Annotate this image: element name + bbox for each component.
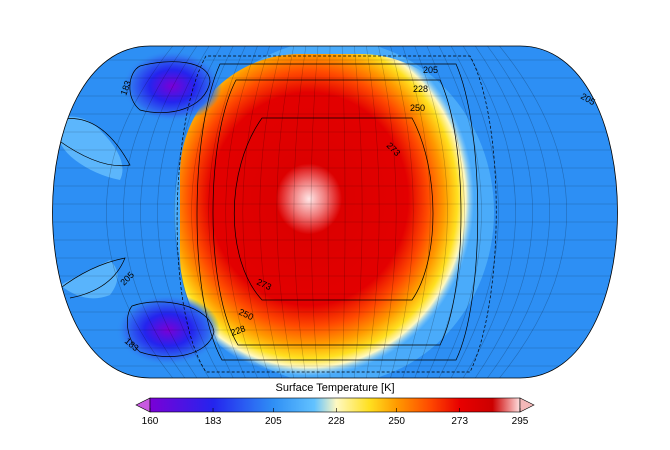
- contour-label: 228: [413, 84, 428, 94]
- meridian: [293, 46, 307, 378]
- colorbar-tick-label: 205: [265, 416, 282, 427]
- colorbar-title: Surface Temperature [K]: [275, 382, 395, 394]
- colorbar-tick-label: 160: [142, 416, 159, 427]
- cold-spot-south: [116, 294, 220, 366]
- colorbar-tick-label: 183: [205, 416, 222, 427]
- contour-label: 250: [410, 103, 425, 113]
- meridian: [414, 46, 448, 378]
- meridian: [123, 46, 186, 378]
- cold-spot-north: [122, 50, 222, 122]
- colorbar-tick-label: 273: [451, 416, 468, 427]
- meridian: [242, 46, 270, 378]
- meridian: [259, 46, 282, 378]
- meridian: [438, 46, 482, 378]
- light-patch: [55, 116, 123, 180]
- light-patch: [60, 260, 118, 299]
- meridian: [191, 46, 234, 378]
- meridian: [208, 46, 246, 378]
- contour-label: 205: [423, 65, 438, 75]
- meridian: [378, 46, 397, 378]
- colorbar-gradient: [149, 397, 521, 413]
- globe-outline: [52, 45, 618, 379]
- meridian: [402, 46, 431, 378]
- meridian: [475, 46, 533, 378]
- meridian: [225, 46, 258, 378]
- meridian: [353, 46, 363, 378]
- meridian: [366, 46, 380, 378]
- meridian: [174, 46, 222, 378]
- colorbar-extend-over: [519, 397, 535, 413]
- meridian: [157, 46, 210, 378]
- contour-label: 228: [229, 323, 247, 338]
- colorbar-tick-label: 250: [388, 416, 405, 427]
- meridian: [450, 46, 499, 378]
- graticule: [52, 46, 618, 378]
- colorbar-extend-under: [135, 397, 151, 413]
- colorbar-tick-label: 295: [512, 416, 529, 427]
- contour-label: 183: [118, 79, 133, 97]
- colorbar-tick-label: 228: [328, 416, 345, 427]
- meridian: [487, 46, 550, 378]
- colorbar: 160 183 205 228 250 273 295: [135, 397, 535, 427]
- meridian: [390, 46, 414, 378]
- meridian: [341, 46, 346, 378]
- meridian: [462, 46, 516, 378]
- meridian: [310, 46, 319, 378]
- meridian: [499, 46, 568, 378]
- colorbar-ticks: 160 183 205 228 250 273 295: [142, 408, 529, 427]
- meridian: [276, 46, 295, 378]
- meridian: [327, 46, 331, 378]
- globe-field: [52, 46, 618, 378]
- contours: [57, 55, 497, 373]
- meridian: [106, 46, 173, 378]
- hot-region: [180, 54, 480, 376]
- meridian: [140, 46, 198, 378]
